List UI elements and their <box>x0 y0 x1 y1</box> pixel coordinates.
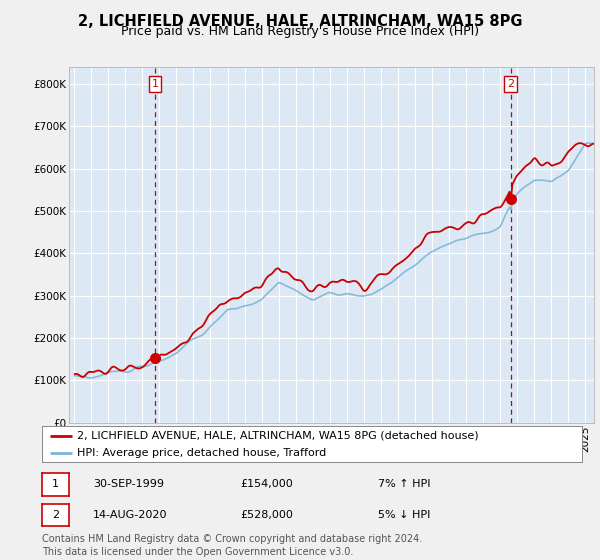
Text: Contains HM Land Registry data © Crown copyright and database right 2024.
This d: Contains HM Land Registry data © Crown c… <box>42 534 422 557</box>
Text: 14-AUG-2020: 14-AUG-2020 <box>93 510 167 520</box>
Text: 2: 2 <box>52 510 59 520</box>
Text: 30-SEP-1999: 30-SEP-1999 <box>93 479 164 489</box>
Text: 2, LICHFIELD AVENUE, HALE, ALTRINCHAM, WA15 8PG: 2, LICHFIELD AVENUE, HALE, ALTRINCHAM, W… <box>78 14 522 29</box>
Text: HPI: Average price, detached house, Trafford: HPI: Average price, detached house, Traf… <box>77 448 326 458</box>
Text: £528,000: £528,000 <box>240 510 293 520</box>
Text: 1: 1 <box>52 479 59 489</box>
Text: Price paid vs. HM Land Registry's House Price Index (HPI): Price paid vs. HM Land Registry's House … <box>121 25 479 38</box>
Text: 2: 2 <box>507 79 514 89</box>
Text: 5% ↓ HPI: 5% ↓ HPI <box>378 510 430 520</box>
Text: 1: 1 <box>152 79 158 89</box>
Text: 2, LICHFIELD AVENUE, HALE, ALTRINCHAM, WA15 8PG (detached house): 2, LICHFIELD AVENUE, HALE, ALTRINCHAM, W… <box>77 431 479 441</box>
Text: 7% ↑ HPI: 7% ↑ HPI <box>378 479 431 489</box>
Text: £154,000: £154,000 <box>240 479 293 489</box>
